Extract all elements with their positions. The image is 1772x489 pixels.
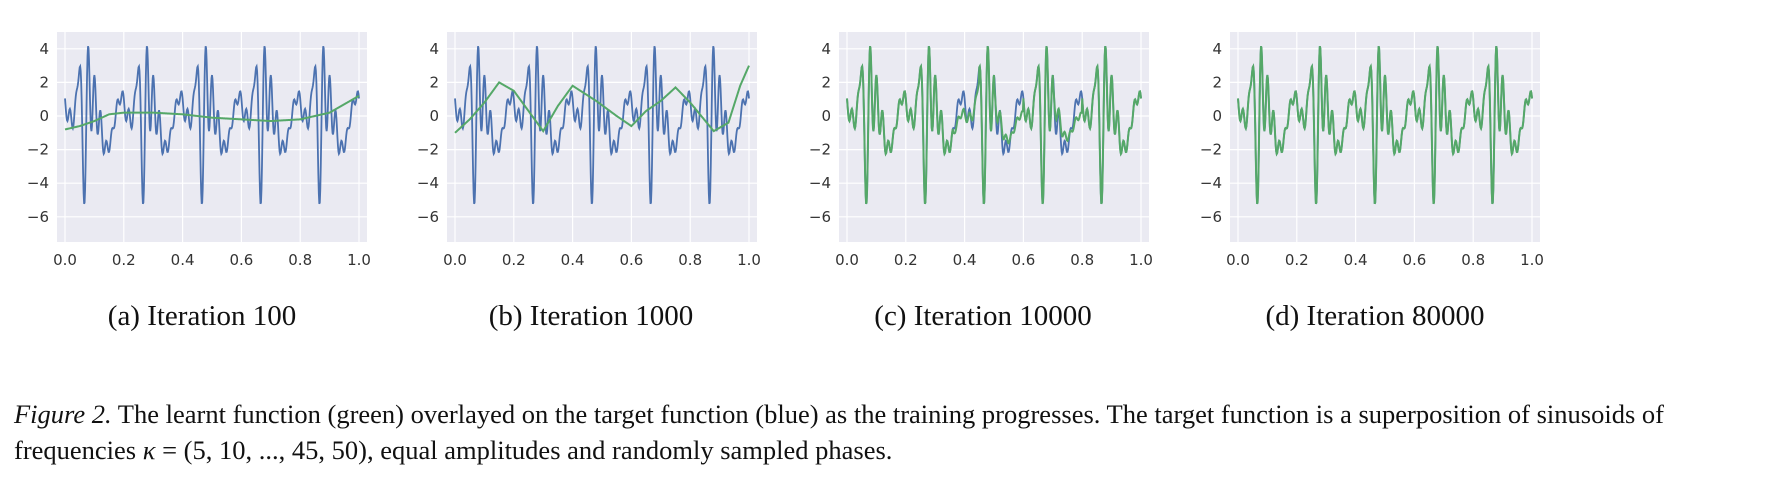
series-line-learnt [64,94,360,131]
x-tick-label: 1.0 [1520,251,1544,269]
y-tick-label: −6 [809,208,831,226]
x-tick-label: 0.6 [1402,251,1426,269]
x-tick-label: 0.2 [502,251,526,269]
panel-a: 4 2 0 −2 −4 −6 0.0 0.2 0.4 0.6 0.8 1.0 [15,20,435,350]
chart-d: 4 2 0 −2 −4 −6 0.0 0.2 0.4 0.6 0.8 1.0 [1200,32,1544,269]
caption-text-1: The learnt function (green) overlayed on… [14,399,1664,465]
y-tick-label: −4 [809,174,831,192]
x-tick-label: 0.6 [619,251,643,269]
y-tick-label: 0 [39,107,49,125]
series-line-learnt [846,45,1142,205]
series-line-learnt [454,65,750,134]
chart-c: 4 2 0 −2 −4 −6 0.0 0.2 0.4 0.6 0.8 1.0 [809,32,1153,269]
series-line-target [64,46,360,205]
x-tick-label: 0.0 [443,251,467,269]
caption-kappa: κ [142,435,156,465]
chart-b: 4 2 0 −2 −4 −6 0.0 0.2 0.4 0.6 0.8 1.0 [417,32,761,269]
x-tick-label: 0.8 [1461,251,1485,269]
x-tick-label: 1.0 [1129,251,1153,269]
subcaption-b: (b) Iteration 1000 [488,300,694,332]
y-tick-label: −4 [417,174,439,192]
panel-d: 4 2 0 −2 −4 −6 0.0 0.2 0.4 0.6 0.8 1.0 [1188,20,1608,350]
x-tick-label: 0.0 [1226,251,1250,269]
x-tick-label: 0.4 [561,251,585,269]
y-tick-label: 4 [821,40,831,58]
x-tick-label: 0.2 [894,251,918,269]
y-tick-label: 4 [429,40,439,58]
y-tick-label: 0 [429,107,439,125]
y-tick-label: 2 [39,73,49,91]
subcaption-d: (d) Iteration 80000 [1265,300,1485,332]
series-line-learnt [1237,45,1533,205]
y-tick-label: 2 [1212,73,1222,91]
y-tick-label: −2 [417,141,439,159]
x-tick-label: 0.6 [229,251,253,269]
y-tick-label: −4 [27,174,49,192]
x-tick-label: 0.6 [1011,251,1035,269]
chart-a: 4 2 0 −2 −4 −6 0.0 0.2 0.4 0.6 0.8 1.0 [27,32,371,269]
y-tick-label: −6 [1200,208,1222,226]
y-tick-label: −4 [1200,174,1222,192]
y-tick-label: −6 [27,208,49,226]
x-tick-label: 0.0 [53,251,77,269]
series-line-target [454,46,750,205]
figure-caption: Figure 2. The learnt function (green) ov… [14,396,1759,468]
x-tick-label: 0.8 [678,251,702,269]
panel-c: 4 2 0 −2 −4 −6 0.0 0.2 0.4 0.6 0.8 1.0 [797,20,1217,350]
x-tick-label: 0.8 [288,251,312,269]
y-tick-label: 0 [1212,107,1222,125]
caption-text-2: = (5, 10, ..., 45, 50), equal amplitudes… [155,435,893,465]
subcaption-c: (c) Iteration 10000 [874,300,1092,332]
x-tick-label: 0.4 [1344,251,1368,269]
x-tick-label: 0.2 [112,251,136,269]
y-tick-label: −2 [809,141,831,159]
y-tick-label: −2 [1200,141,1222,159]
x-tick-label: 0.4 [171,251,195,269]
x-tick-label: 0.0 [835,251,859,269]
y-tick-label: 2 [429,73,439,91]
x-tick-label: 1.0 [347,251,371,269]
y-tick-label: 0 [821,107,831,125]
figure-panels: 4 2 0 −2 −4 −6 0.0 0.2 0.4 0.6 0.8 1.0 4 2 0 −2 −4 −6 0.0… [15,20,1608,350]
x-tick-label: 0.2 [1285,251,1309,269]
y-tick-label: 4 [39,40,49,58]
y-tick-label: −2 [27,141,49,159]
panel-b: 4 2 0 −2 −4 −6 0.0 0.2 0.4 0.6 0.8 1.0 [405,20,825,350]
x-tick-label: 0.8 [1070,251,1094,269]
x-tick-label: 0.4 [953,251,977,269]
x-tick-label: 1.0 [737,251,761,269]
subcaption-a: (a) Iteration 100 [107,300,297,332]
figure-label: Figure 2. [14,399,112,429]
y-tick-label: 4 [1212,40,1222,58]
y-tick-label: −6 [417,208,439,226]
y-tick-label: 2 [821,73,831,91]
